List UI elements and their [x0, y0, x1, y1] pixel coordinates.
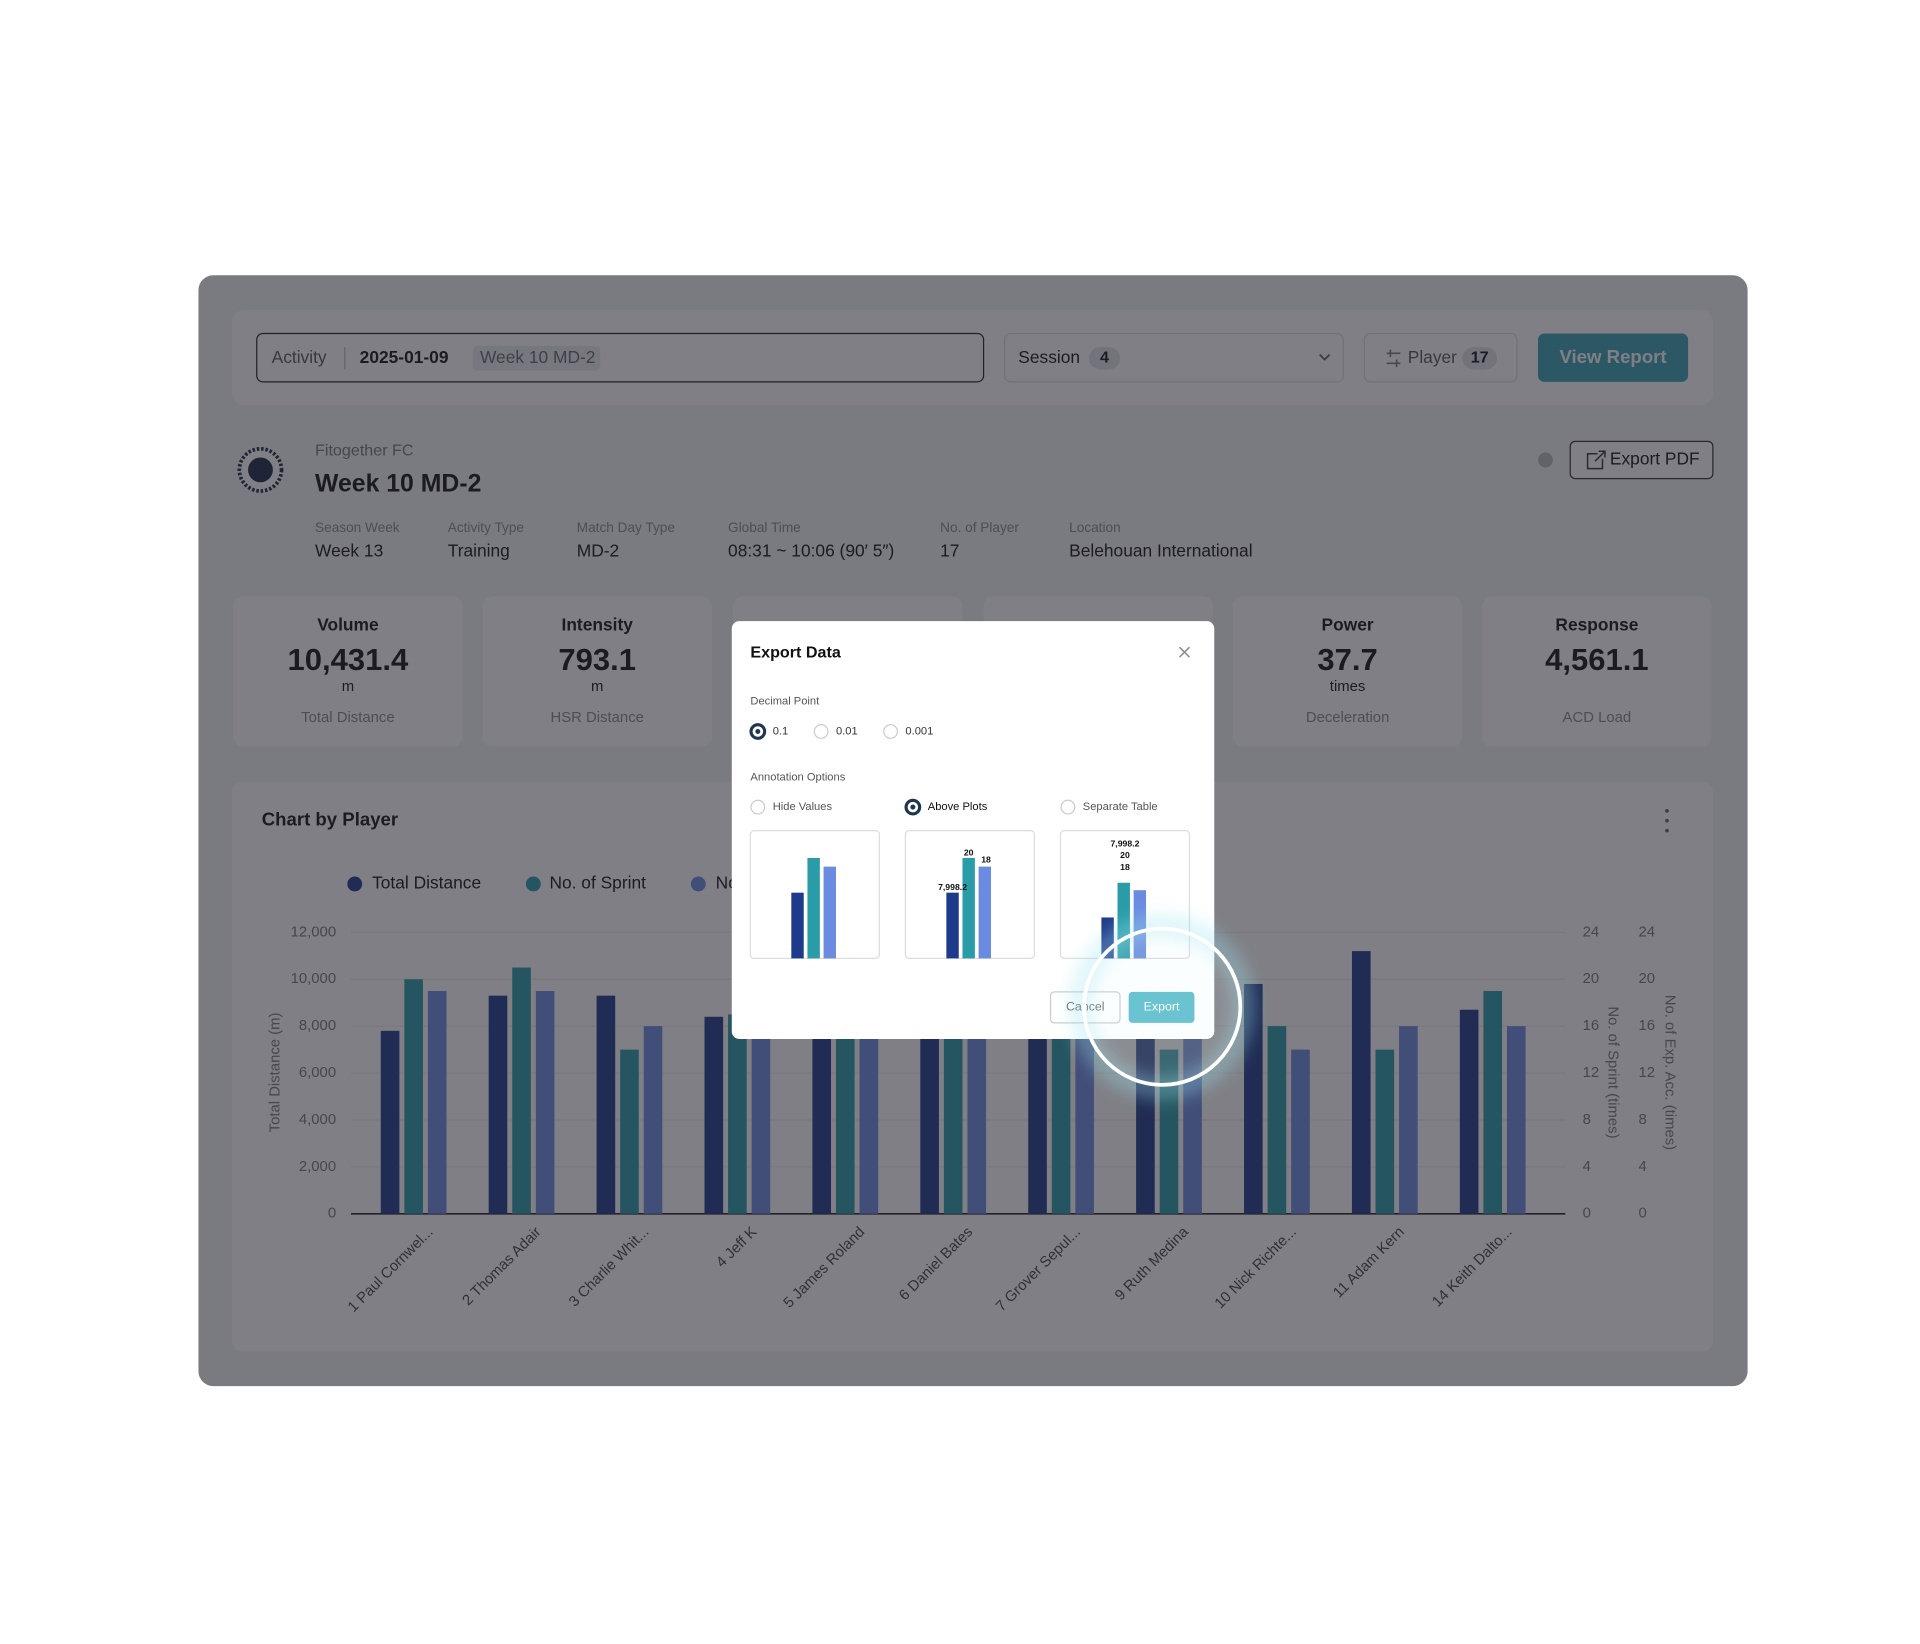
option-label[interactable]: Hide Values: [773, 801, 833, 813]
button-label[interactable]: Export: [1144, 1000, 1180, 1014]
preview-bar: [823, 866, 836, 959]
option-label[interactable]: Above Plots: [928, 801, 988, 813]
section-label: Annotation Options: [750, 771, 845, 783]
preview-label: 18: [981, 855, 991, 865]
radio[interactable]: [1060, 799, 1076, 815]
preview-table-label: 7,998.2: [1110, 839, 1139, 849]
preview-table-label: 18: [1120, 862, 1130, 872]
option-label[interactable]: 0.1: [773, 725, 789, 737]
option-label[interactable]: 0.001: [905, 725, 933, 737]
radio[interactable]: [750, 799, 766, 815]
export-button[interactable]: [1128, 991, 1195, 1023]
radio-dot: [910, 804, 916, 810]
modal-title: Export Data: [750, 644, 841, 662]
radio[interactable]: [813, 724, 829, 739]
option-label[interactable]: Separate Table: [1083, 801, 1158, 813]
radio[interactable]: [883, 724, 898, 739]
highlight-glow: [1074, 918, 1251, 1095]
highlight-ring: [1082, 926, 1243, 1087]
close-icon[interactable]: [1179, 646, 1190, 658]
preview-table-label: 20: [1120, 850, 1130, 860]
preview-bar: [946, 892, 959, 959]
radio-dot: [755, 729, 761, 734]
preview-bar: [791, 892, 804, 959]
preview-bar: [978, 866, 992, 959]
preview-label: 7,998.2: [938, 882, 967, 892]
option-label[interactable]: 0.01: [836, 725, 858, 737]
preview-bar: [807, 857, 820, 959]
section-label: Decimal Point: [750, 696, 820, 708]
preview-label: 20: [964, 847, 974, 857]
preview-bar: [962, 857, 975, 959]
